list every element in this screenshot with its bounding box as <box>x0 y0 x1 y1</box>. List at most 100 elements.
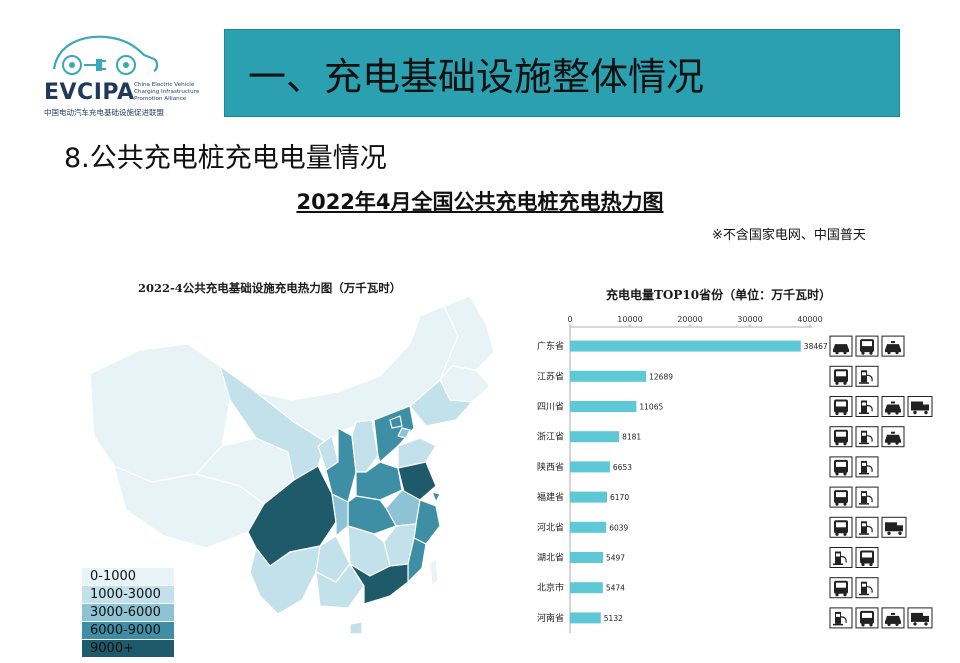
category-label: 广东省 <box>537 340 564 352</box>
header-band <box>224 29 900 117</box>
data-label: 12689 <box>649 372 673 381</box>
chart-heading: 2022年4月全国公共充电桩充电热力图 <box>296 190 664 214</box>
taxi-icon <box>881 396 905 417</box>
heading-note: ※不含国家电网、中国普天 <box>712 228 866 243</box>
bar <box>570 552 603 563</box>
legend-swatch <box>82 640 174 657</box>
bus-icon <box>829 456 853 478</box>
logo-english-name: China Electric Vehicle Charging Infrastr… <box>134 82 200 102</box>
data-label: 6039 <box>609 523 628 532</box>
x-tick-label: 20000 <box>677 315 702 324</box>
legend-label: 1000-3000 <box>90 587 161 602</box>
category-label: 河北省 <box>537 521 564 533</box>
bus-icon <box>829 365 853 387</box>
bar <box>570 612 601 624</box>
data-label: 6170 <box>610 493 629 502</box>
region-taiwan <box>429 557 439 587</box>
region-shandong <box>397 437 437 469</box>
bus-icon <box>829 486 853 508</box>
bus-icon <box>829 426 853 448</box>
region-guangdong <box>349 563 409 605</box>
page-title: 一、充电基础设施整体情况 <box>248 55 705 99</box>
legend-swatch <box>82 586 174 603</box>
data-label: 38467 <box>804 342 828 351</box>
charger-icon <box>855 365 879 387</box>
bus-icon <box>829 516 853 538</box>
category-label: 江苏省 <box>537 370 564 382</box>
charger-icon <box>855 516 879 538</box>
car-icon <box>829 335 853 357</box>
evcipa-logo <box>52 35 159 75</box>
logo-wordmark: EVCIPA <box>44 80 135 105</box>
bar <box>570 521 607 533</box>
data-label: 5497 <box>606 554 625 563</box>
legend-item: 0-1000 <box>82 568 174 585</box>
data-label: 8181 <box>622 433 641 442</box>
category-label: 浙江省 <box>537 431 564 443</box>
category-label: 北京市 <box>537 582 564 594</box>
bus-icon <box>855 607 879 629</box>
data-label: 11065 <box>639 403 663 412</box>
legend-label: 9000+ <box>90 641 134 656</box>
region-shanxi <box>351 419 379 473</box>
category-label: 四川省 <box>537 401 564 413</box>
taxi-icon <box>881 335 905 357</box>
bar <box>570 431 620 443</box>
bus-icon <box>855 547 879 568</box>
bus-icon <box>829 577 853 599</box>
truck-icon <box>907 607 933 629</box>
truck-icon <box>907 396 933 417</box>
legend-swatch <box>82 622 174 639</box>
legend-swatch <box>82 604 174 621</box>
legend-swatch <box>82 568 174 585</box>
bus-icon <box>829 396 853 417</box>
bar-chart-title: 充电电量TOP10省份（单位：万千瓦时） <box>606 288 832 302</box>
region-henan <box>355 461 403 501</box>
bar <box>570 491 608 503</box>
charger-icon <box>855 426 879 448</box>
bar <box>570 401 637 412</box>
category-label: 河南省 <box>537 612 564 624</box>
x-tick-label: 40000 <box>797 315 822 324</box>
region-chongqing <box>331 493 349 537</box>
x-tick-label: 30000 <box>737 315 762 324</box>
category-label: 福建省 <box>537 491 564 503</box>
region-jiangsu <box>397 461 437 501</box>
category-label: 湖北省 <box>537 552 564 564</box>
x-tick-label: 10000 <box>617 315 642 324</box>
section-title: 8.公共充电桩充电电量情况 <box>64 143 387 174</box>
legend-item: 1000-3000 <box>82 586 174 603</box>
charger-icon <box>829 547 853 568</box>
legend-item: 3000-6000 <box>82 604 174 621</box>
x-tick-label: 0 <box>567 315 572 324</box>
region-liaoning <box>409 379 473 427</box>
data-label: 5474 <box>606 584 625 593</box>
charger-icon <box>855 577 879 599</box>
charger-icon <box>829 607 853 629</box>
taxi-icon <box>881 426 905 448</box>
bar <box>570 582 603 594</box>
top10-bar-chart: 0 10000 20000 30000 40000 广东省 38467 江苏省 12689 四川省… <box>537 315 933 633</box>
bar <box>570 370 647 382</box>
bar <box>570 461 610 473</box>
map-title: 2022-4公共充电基础设施充电热力图（万千瓦时） <box>138 281 402 295</box>
legend-label: 0-1000 <box>90 569 137 584</box>
taxi-icon <box>881 607 905 629</box>
region-hainan <box>349 621 363 635</box>
category-label: 陕西省 <box>537 461 564 473</box>
legend-item: 9000+ <box>82 640 174 657</box>
bar <box>570 340 801 352</box>
legend-label: 6000-9000 <box>90 623 161 638</box>
charger-icon <box>855 456 879 478</box>
region-tianjin <box>397 427 411 439</box>
truck-icon <box>881 516 907 538</box>
data-label: 5132 <box>604 614 623 623</box>
legend-label: 3000-6000 <box>90 605 161 620</box>
data-label: 6653 <box>613 463 632 472</box>
region-yunnan <box>249 545 321 615</box>
region-shanghai <box>431 491 441 503</box>
china-heatmap <box>89 296 495 635</box>
logo-chinese-name: 中国电动汽车充电基础设施促进联盟 <box>44 108 164 117</box>
bus-icon <box>855 335 879 357</box>
legend-item: 6000-9000 <box>82 622 174 639</box>
